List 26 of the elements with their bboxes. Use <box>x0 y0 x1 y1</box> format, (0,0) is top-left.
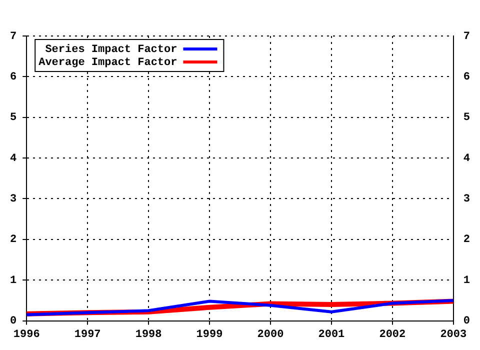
y-tick-label: 2 <box>10 234 17 246</box>
y2-tick-label: 6 <box>463 71 470 84</box>
y2-tick-label: 5 <box>463 112 470 124</box>
x-tick-label: 2003 <box>440 329 467 342</box>
x-tick-label: 1996 <box>13 329 40 342</box>
x-tick-label: 2002 <box>379 329 406 342</box>
y2-tick-label: 7 <box>463 30 470 43</box>
y-tick-label: 7 <box>10 30 17 43</box>
legend-label: Average Impact Factor <box>38 56 178 69</box>
y-tick-label: 0 <box>10 316 17 328</box>
x-tick-label: 1999 <box>196 329 223 342</box>
x-tick-label: 1997 <box>74 329 101 342</box>
y2-tick-label: 3 <box>463 194 470 206</box>
y2-tick-label: 2 <box>463 234 470 246</box>
y-tick-label: 5 <box>10 112 17 124</box>
y-tick-label: 1 <box>10 274 17 287</box>
x-tick-label: 2000 <box>257 329 284 342</box>
y2-tick-label: 1 <box>463 274 470 287</box>
y2-tick-label: 4 <box>463 152 470 165</box>
y-tick-label: 3 <box>10 194 17 206</box>
y2-tick-label: 0 <box>463 316 470 328</box>
y-tick-label: 6 <box>10 71 17 84</box>
legend-label: Series Impact Factor <box>45 44 178 56</box>
x-tick-label: 1998 <box>135 329 162 342</box>
y-tick-label: 4 <box>10 152 17 165</box>
x-tick-label: 2001 <box>318 329 346 342</box>
